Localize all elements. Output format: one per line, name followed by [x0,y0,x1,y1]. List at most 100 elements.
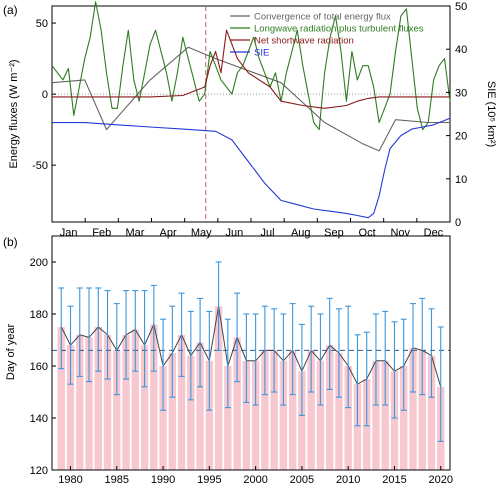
panel-a-series [51,1,451,219]
bar [251,360,260,470]
x-tick-label: Nov [390,227,410,239]
x-tick-label: 1995 [197,474,221,486]
legend-label-convergence: Convergence of total energy flux [254,12,391,23]
panel-a-y-axis-title: Energy fluxes (W m⁻²) [8,59,20,168]
series-line-shortwave [52,29,450,109]
y-right-tick-label: 0 [455,217,461,229]
x-tick-label: Apr [160,227,177,239]
panel-a-y-axis-right-title: SIE (10⁵ km²) [485,81,497,147]
bar [76,334,84,470]
bar [85,337,93,470]
y-tick-label: 180 [30,309,48,321]
bar [150,324,158,470]
panel-b-x-axis: 1980 1985 1990 1995 2000 2005 2010 2015 2020 [58,466,453,486]
x-tick-label: 1985 [105,474,129,486]
panel-a: (a) Jan Feb Mar Apr May Jun Jul Aug Sep Oct Nov Dec… [3,1,497,239]
bar [196,342,204,470]
bar [335,353,343,470]
x-tick-label: Sep [324,227,344,239]
panel-b-frame [51,235,451,471]
bar [233,337,241,470]
legend-label-shortwave: Net shortwave radiation [254,36,354,47]
panel-b-y-axis: 120 140 160 180 200 [30,257,56,477]
x-tick-label: Jan [60,227,78,239]
x-tick-label: 1980 [58,474,82,486]
bar [205,360,214,470]
y-tick-label: 0 [42,89,48,101]
panel-b-trend-line [60,306,442,387]
bar [261,350,269,470]
x-tick-label: 2015 [382,474,406,486]
x-tick-label: 2000 [243,474,267,486]
x-tick-label: 2020 [429,474,453,486]
bar [177,334,186,470]
panel-b-y-axis-title: Day of year [5,324,17,381]
bar [94,327,102,470]
x-tick-label: 1990 [151,474,175,486]
x-tick-label: Feb [92,227,111,239]
y-tick-label: 200 [30,257,48,269]
y-tick-label: 120 [30,465,48,477]
y-right-tick-label: 40 [455,44,467,56]
panel-a-legend: Convergence of total energy fluxLongwave… [230,12,424,59]
x-tick-label: Jul [261,227,275,239]
panel-a-frame [51,5,451,223]
series-line-sie [52,117,451,219]
y-right-tick-label: 30 [455,87,467,99]
bar [418,350,426,470]
bar [409,347,417,470]
panel-a-label: (a) [3,3,18,17]
bar [159,366,167,470]
x-tick-label: Oct [359,227,376,239]
bar [66,345,75,470]
bar [103,334,112,470]
bar [344,366,352,470]
bar [242,360,251,470]
panel-b-bars [57,306,445,470]
bar [131,329,140,470]
bar [372,360,380,470]
x-tick-label: May [191,227,212,239]
x-tick-label: Mar [125,227,144,239]
bar [187,355,195,470]
panel-b: (b) 1980 1985 1990 1995 2000 2005 2010 2015 2020… [3,235,453,486]
panel-a-y-axis-left: -50 0 50 [32,18,56,172]
panel-a-reference-lines [52,6,450,222]
x-tick-label: 2005 [290,474,314,486]
panel-b-error-bars [58,261,444,442]
bar [140,345,149,470]
bar [316,360,325,470]
bar [298,371,306,470]
y-right-tick-label: 50 [455,1,467,13]
bar [353,384,362,470]
y-tick-label: 140 [30,413,48,425]
bar [307,350,315,470]
panel-b-label: (b) [3,235,18,249]
bar [214,306,223,470]
bar [427,355,436,470]
y-right-tick-label: 20 [455,131,467,143]
legend-label-longwave: Longwave radiation plus turbulent fluxes [254,24,424,35]
bar [122,334,130,470]
y-tick-label: 160 [30,361,48,373]
x-tick-label: Aug [291,227,311,239]
y-right-tick-label: 10 [455,174,467,186]
legend-label-sie: SIE [254,48,269,59]
bar [400,366,408,470]
bar [325,345,334,470]
x-tick-label: 2010 [336,474,360,486]
trend-line [60,306,442,387]
series-line-longwave [51,1,451,131]
x-tick-label: Jun [226,227,244,239]
bar [279,360,288,470]
bar [113,350,121,470]
bar [288,350,297,470]
x-tick-label: Dec [424,227,444,239]
bar [381,360,389,470]
y-tick-label: 50 [36,18,48,30]
bar [270,350,278,470]
panel-a-y-axis-right: 0 10 20 30 40 50 [446,1,467,229]
y-tick-label: -50 [32,160,48,172]
